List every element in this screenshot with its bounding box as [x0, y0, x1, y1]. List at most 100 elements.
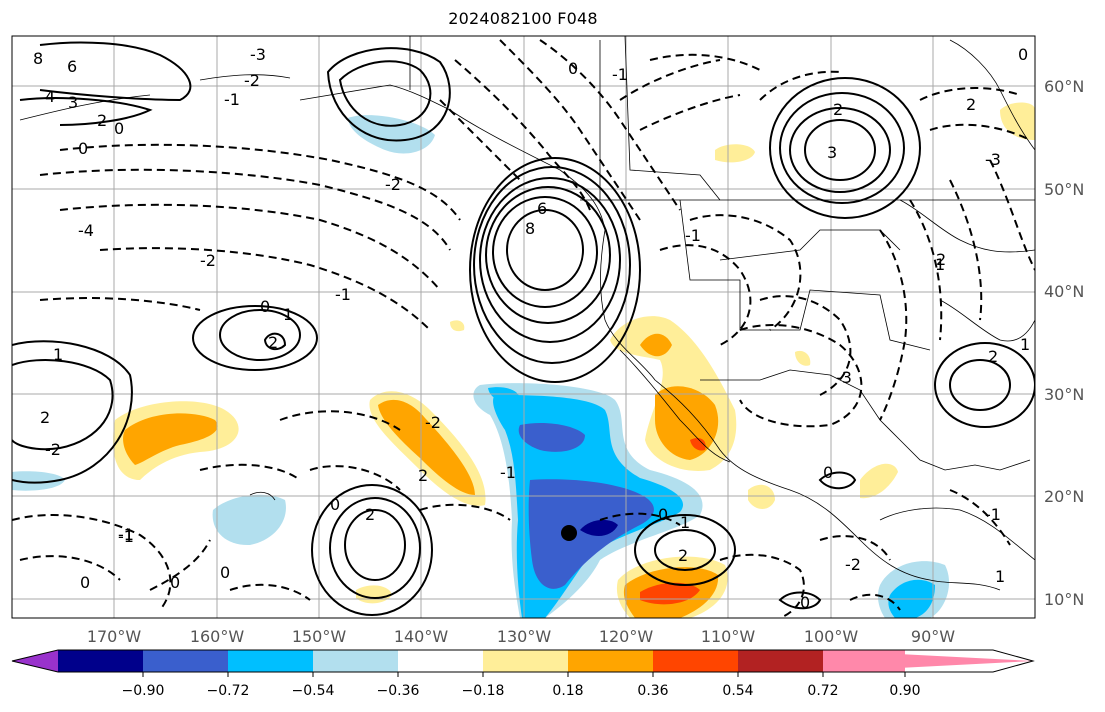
contour-label: 2 [40, 408, 50, 427]
lat-label: 60°N [1044, 77, 1085, 96]
colorbar-segment [483, 650, 568, 672]
contour-label: 8 [525, 219, 535, 238]
contour-label: 2 [936, 250, 946, 269]
contour-label: -1 [985, 505, 1001, 524]
colorbar-tick-label: −0.36 [376, 683, 420, 699]
lat-label: 10°N [1044, 590, 1085, 609]
lat-label: 50°N [1044, 180, 1085, 199]
lon-label: 150°W [291, 627, 347, 646]
contour-label: -1 [685, 226, 701, 245]
contour-label: -1 [224, 90, 240, 109]
contour-label: 3 [827, 143, 837, 162]
colorbar-tick-label: −0.90 [121, 683, 165, 699]
contour-label: 0 [114, 119, 124, 138]
contour-label: -2 [200, 251, 216, 270]
lon-label: 140°W [393, 627, 449, 646]
contour-label: 2 [833, 100, 843, 119]
colorbar-tick-label: 0.72 [807, 683, 839, 699]
colorbar-segment [58, 650, 143, 672]
colorbar-segment [653, 650, 738, 672]
contour-label: 8 [33, 49, 43, 68]
lon-label: 130°W [496, 627, 552, 646]
colorbar-extend-low [12, 650, 58, 672]
negative-contours [12, 39, 1035, 618]
contour-label: 2 [988, 347, 998, 366]
colorbar-tick-label: −0.18 [461, 683, 505, 699]
contour-label: -1 [118, 527, 134, 546]
colorbar-tick-label: 0.90 [889, 683, 921, 699]
contour-label: -1 [612, 65, 628, 84]
colorbar-segment [143, 650, 228, 672]
map-frame [11, 35, 1036, 619]
contour-label: -2 [845, 555, 861, 574]
contour-label: 6 [537, 199, 547, 218]
colorbar-tick-label: 0.18 [552, 683, 584, 699]
lat-label: 30°N [1044, 385, 1085, 404]
contour-label: 2 [97, 111, 107, 130]
map-plot-area [12, 36, 1035, 618]
contour-label: 1 [995, 567, 1005, 586]
contour-label: 4 [45, 87, 55, 106]
colorbar-segment [738, 650, 823, 672]
colorbar-segment [398, 650, 483, 672]
contour-label: 0 [260, 297, 270, 316]
contour-label: -3 [985, 150, 1001, 169]
lat-label: 20°N [1044, 487, 1085, 506]
negative-anomaly-shading [12, 115, 950, 618]
contour-label: 1 [283, 305, 293, 324]
contour-label: 1 [935, 255, 945, 274]
contour-label: -1 [118, 525, 134, 544]
colorbar [11, 649, 1035, 677]
positive-contours [12, 41, 1035, 616]
lon-label: 110°W [700, 627, 756, 646]
colorbar-tick-label: −0.54 [291, 683, 335, 699]
contour-label: 2 [678, 546, 688, 565]
lon-label: 170°W [86, 627, 142, 646]
coastlines [19, 36, 1035, 591]
contour-label: 1 [1020, 335, 1030, 354]
contour-label: -2 [385, 175, 401, 194]
colorbar-tick-label: 0.54 [722, 683, 754, 699]
contour-label: 0 [170, 573, 180, 592]
contour-label: 1 [680, 513, 690, 532]
contour-label: -2 [425, 413, 441, 432]
contour-label: 0 [800, 593, 810, 612]
contour-label: 0 [330, 495, 340, 514]
map-title: 2024082100 F048 [448, 9, 598, 28]
graticule [12, 36, 1035, 618]
contour-label: 3 [68, 93, 78, 112]
colorbar-segment [823, 650, 905, 672]
contour-label: -2 [244, 71, 260, 90]
contour-label: 0 [220, 563, 230, 582]
storm-center-marker [561, 525, 577, 541]
contour-label: 0 [80, 573, 90, 592]
contour-label: 0 [568, 59, 578, 78]
contour-label: 0 [823, 463, 833, 482]
colorbar-tick-label: 0.36 [637, 683, 669, 699]
positive-anomaly-shading [112, 102, 1035, 618]
lon-label: 120°W [598, 627, 654, 646]
colorbar-segment [313, 650, 398, 672]
contour-label: -2 [45, 440, 61, 459]
contour-label: -1 [500, 463, 516, 482]
contour-label: 0 [658, 505, 668, 524]
contour-label: 2 [966, 95, 976, 114]
contour-label: 0 [78, 139, 88, 158]
colorbar-segment [228, 650, 313, 672]
contour-label: 6 [67, 57, 77, 76]
lat-label: 40°N [1044, 282, 1085, 301]
contour-label: 2 [268, 333, 278, 352]
colorbar-segment [568, 650, 653, 672]
contour-label: 0 [1018, 45, 1028, 64]
contour-label: -3 [250, 45, 266, 64]
contour-label: 1 [53, 345, 63, 364]
contour-labels: 8 6 4 3 2 0 -3 -2 -1 -4 0 -2 -1 0 1 2 8 … [33, 45, 1030, 612]
contour-label: -4 [78, 221, 94, 240]
lon-label: 160°W [189, 627, 245, 646]
contour-label: -3 [836, 368, 852, 387]
contour-label: 2 [418, 466, 428, 485]
lon-label: 90°W [910, 627, 956, 646]
lon-label: 100°W [803, 627, 859, 646]
colorbar-tick-label: −0.72 [206, 683, 250, 699]
